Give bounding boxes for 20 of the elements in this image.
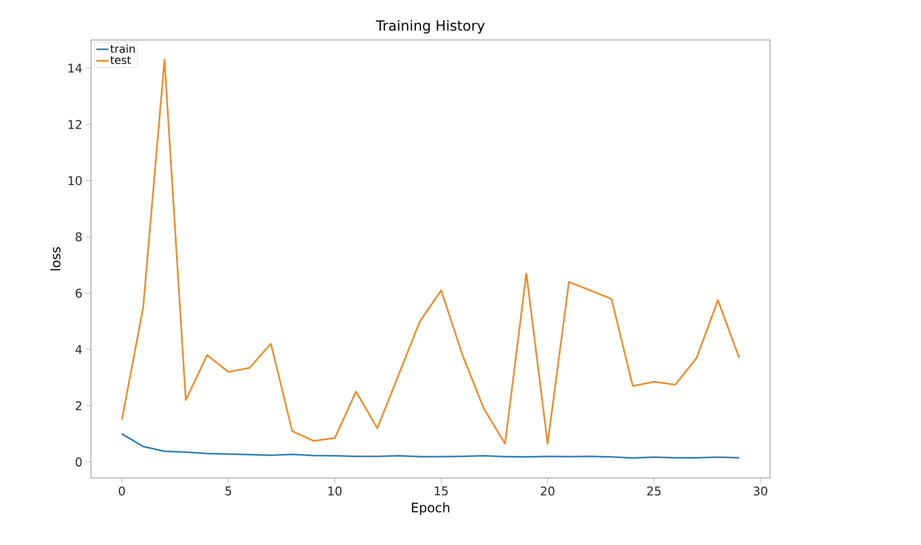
x-tick-label: 5 (225, 486, 232, 496)
y-axis-title: loss (50, 247, 60, 270)
y-tick-label: 14 (68, 64, 82, 72)
y-tick-label: 4 (75, 345, 82, 354)
y-tick-label: 12 (68, 120, 82, 129)
y-tick-label: 8 (76, 232, 82, 242)
y-tick-label: 10 (68, 176, 82, 186)
y-tick-label: 0 (76, 457, 82, 466)
x-tick-label: 25 (647, 486, 661, 496)
y-tick-label: 6 (76, 288, 82, 298)
x-tick-label: 20 (540, 486, 554, 496)
x-tick-label: 0 (118, 486, 125, 496)
legend-label: train (110, 44, 135, 53)
x-tick-label: 10 (328, 486, 342, 496)
x-axis-title: Epoch (412, 502, 450, 515)
y-tick-label: 2 (76, 401, 82, 410)
chart-title: Training History (376, 20, 485, 34)
x-tick-label: 15 (434, 486, 448, 496)
x-tick-label: 30 (754, 486, 768, 496)
legend-label: test (110, 56, 131, 64)
